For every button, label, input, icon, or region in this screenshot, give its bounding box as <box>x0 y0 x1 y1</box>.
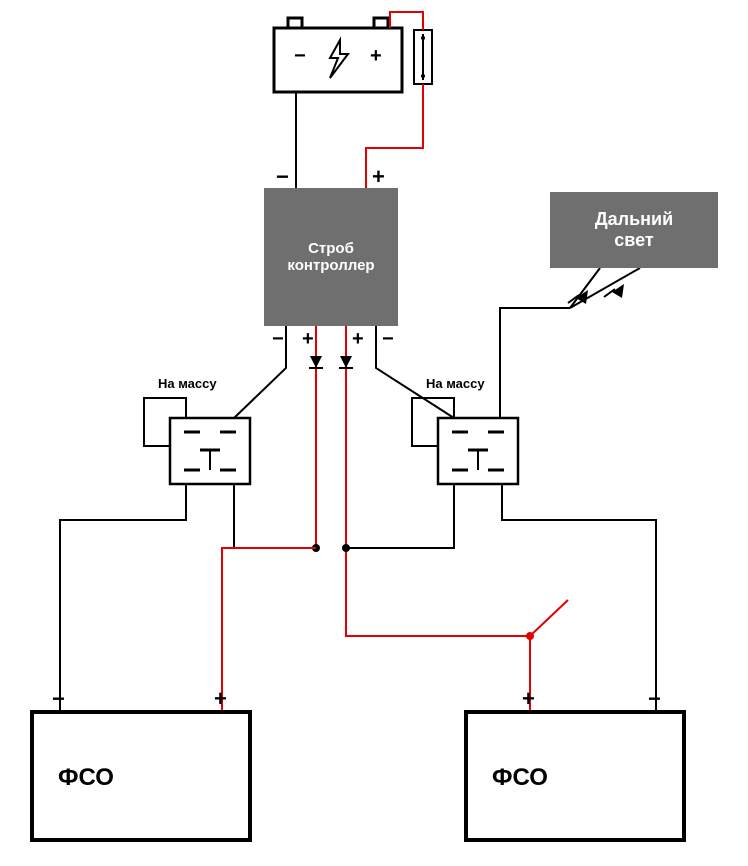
highbeam-box: Дальний свет <box>550 192 718 268</box>
strobe-controller-box: Строб контроллер <box>264 188 398 326</box>
fso-right-plus: + <box>522 686 535 712</box>
wiring-diagram: − + <box>0 0 748 866</box>
fso-right-minus: − <box>648 686 661 712</box>
fso-left-plus: + <box>214 686 227 712</box>
svg-text:+: + <box>370 45 382 67</box>
controller-bot-minus-r: − <box>382 328 394 351</box>
fso-left-label: ФСО <box>58 764 114 792</box>
controller-bot-plus-r: + <box>352 328 364 351</box>
relay-right-ground-label: На массу <box>426 376 485 391</box>
svg-text:−: − <box>294 45 306 67</box>
controller-label-1: Строб <box>308 240 354 257</box>
controller-top-plus: + <box>372 164 385 190</box>
fso-left-minus: − <box>52 686 65 712</box>
relay-left-ground-label: На массу <box>158 376 217 391</box>
highbeam-label-1: Дальний <box>595 209 673 229</box>
fso-right-label: ФСО <box>492 764 548 792</box>
controller-top-minus: − <box>276 164 289 190</box>
controller-bot-plus-l: + <box>302 328 314 351</box>
highbeam-label-2: свет <box>614 230 653 250</box>
controller-bot-minus-l: − <box>272 328 284 351</box>
wires-layer: − + <box>0 0 748 866</box>
controller-label-2: контроллер <box>287 257 374 274</box>
